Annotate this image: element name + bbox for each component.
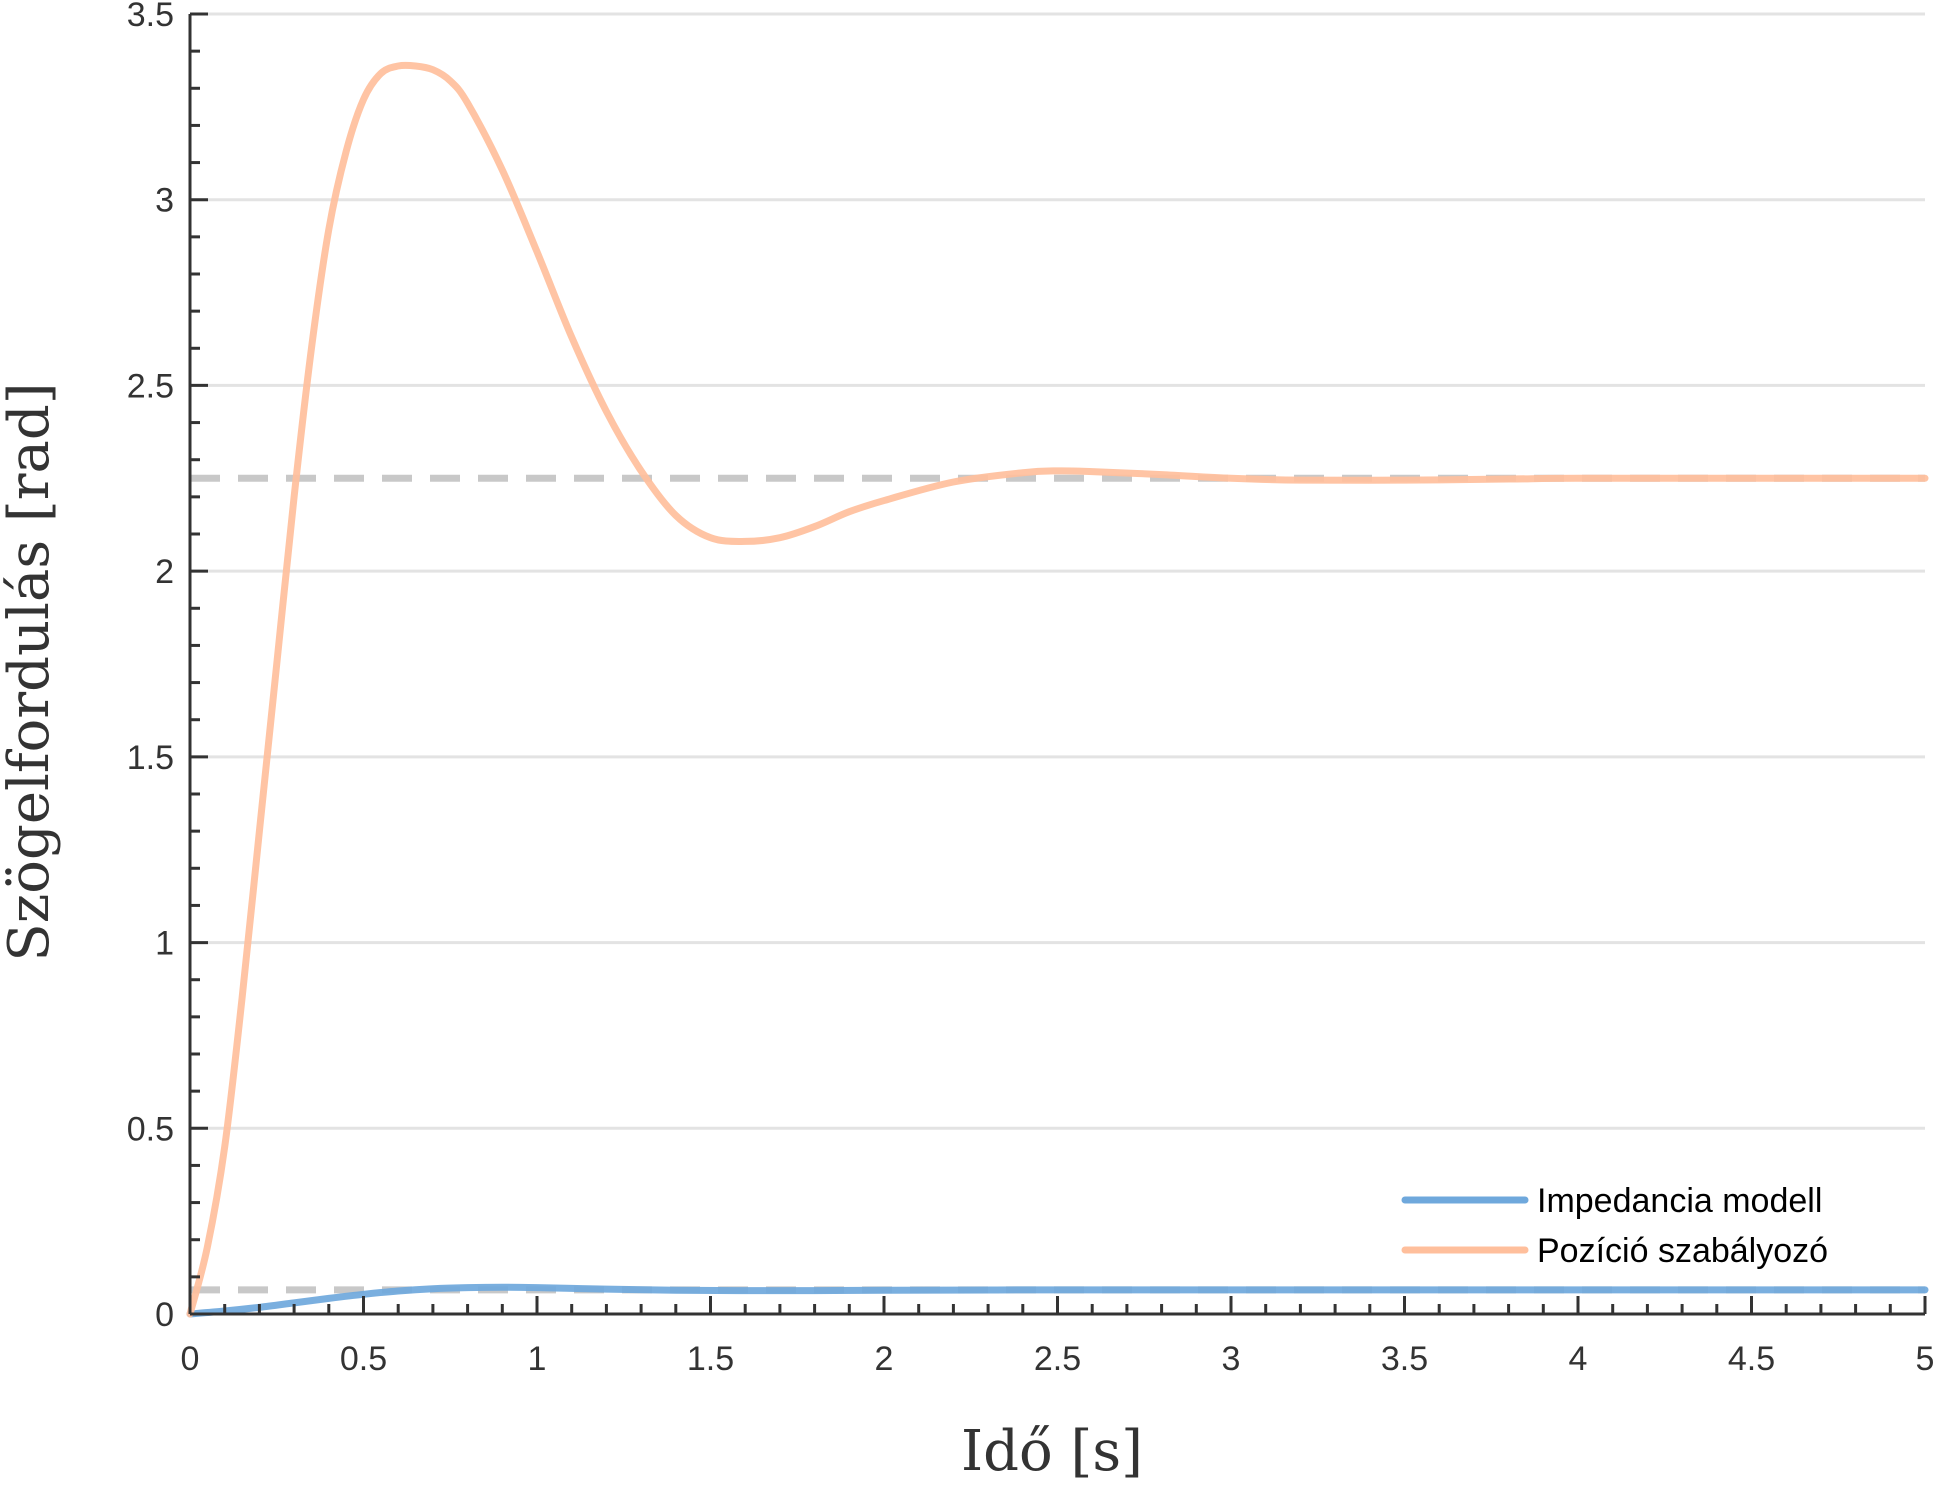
x-tick-label: 3.5 — [1381, 1340, 1428, 1378]
reference-lines — [190, 474, 1925, 1294]
x-tick-label: 5 — [1916, 1340, 1935, 1378]
axes — [188, 14, 1925, 1316]
y-tick-label: 0.5 — [127, 1110, 174, 1148]
legend-label: Pozíció szabályozó — [1537, 1232, 1828, 1270]
y-tick-label: 3 — [155, 182, 174, 220]
x-tick-label: 3 — [1222, 1340, 1241, 1378]
legend-label: Impedancia modell — [1537, 1182, 1822, 1220]
y-tick-label: 0 — [155, 1296, 174, 1334]
y-tick-label: 3.5 — [127, 0, 174, 34]
axis-ticks: 0 0.5 1 1.5 2 2.5 3 3.5 0 0.5 1 1.5 2 2.5 3 3.5 4 4.5 5 — [127, 0, 1935, 1378]
y-tick-label: 1.5 — [127, 739, 174, 777]
series-lines — [186, 61, 1929, 1318]
y-tick-label: 2.5 — [127, 367, 174, 405]
x-tick-label: 2 — [875, 1340, 894, 1378]
y-tick-label: 1 — [155, 925, 174, 963]
x-tick-label: 1.5 — [687, 1340, 734, 1378]
series-line-1 — [186, 1283, 1929, 1318]
y-tick-label: 2 — [155, 553, 174, 591]
x-tick-label: 1 — [528, 1340, 547, 1378]
x-tick-label: 0.5 — [340, 1340, 387, 1378]
x-axis-title: Idő [s] — [961, 1419, 1143, 1484]
x-tick-label: 0 — [181, 1340, 200, 1378]
y-axis-title: Szögelfordulás [rad] — [0, 382, 62, 961]
x-tick-label: 2.5 — [1034, 1340, 1081, 1378]
x-tick-label: 4 — [1569, 1340, 1588, 1378]
series-line-2 — [186, 61, 1929, 1318]
x-tick-label: 4.5 — [1728, 1340, 1775, 1378]
grid-lines — [190, 12, 1925, 1130]
legend: Impedancia modell Pozíció szabályozó — [1401, 1182, 1828, 1270]
